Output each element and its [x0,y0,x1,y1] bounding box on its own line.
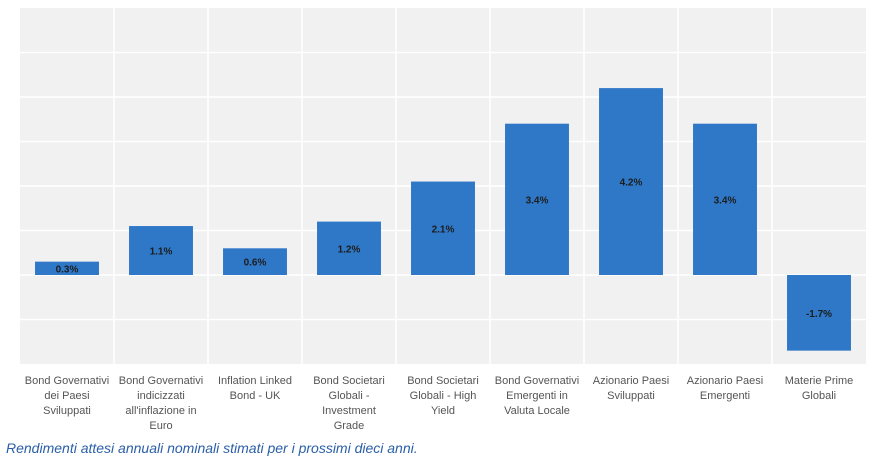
bar [505,123,569,275]
bar [129,226,193,275]
category-label: Inflation Linked Bond - UK [218,375,292,402]
category-label: Azionario Paesi Sviluppati [593,375,669,402]
category-label-line: Azionario Paesi [687,375,763,387]
bar-data-label: 2.1% [432,224,455,235]
category-label-line: Valuta Locale [504,405,570,417]
bar [223,248,287,275]
category-label-line: Emergenti in [506,390,568,402]
bar-data-label: 4.2% [620,178,643,189]
category-label-line: Yield [431,405,455,417]
category-label-line: all'inflazione in [125,405,196,417]
bar-data-label: 0.3% [56,264,79,275]
category-label: Azionario Paesi Emergenti [687,375,763,402]
category-label-line: Grade [334,420,365,432]
category-label-line: Globali - [329,390,370,402]
category-label-line: Globali - High [410,390,477,402]
bar-data-label: -1.7% [806,309,832,320]
bar-data-label: 3.4% [526,195,549,206]
category-label: Bond Governativi Emergenti in Valuta Local… [495,375,579,417]
category-label-line: Sviluppati [607,390,655,402]
category-label: Materie Prime Globali [785,375,853,402]
bar [35,261,99,275]
category-label-line: Inflation Linked [218,375,292,387]
category-label-line: dei Paesi [44,390,89,402]
bar [599,88,663,275]
category-label: Bond Governativi indicizzati all'inflazion… [119,375,203,432]
category-label-line: Emergenti [700,390,750,402]
category-label-line: Bond Governativi [25,375,109,387]
category-labels: Bond Governativi dei Paesi SviluppatiBond … [25,375,853,432]
bar [787,275,851,351]
category-label-line: Globali [802,390,836,402]
bar-data-label: 1.1% [150,247,173,258]
bar [411,181,475,275]
bar-data-label: 1.2% [338,244,361,255]
category-label-line: Investment [322,405,376,417]
category-label-line: Azionario Paesi [593,375,669,387]
bars: 0.3% 1.1% 0.6% 1.2% 2.1% 3.4% 4.2% 3.4% -1.7% [35,88,851,351]
category-label: Bond Societari Globali - High Yield [407,375,479,417]
bar-data-label: 3.4% [714,195,737,206]
bar [317,221,381,275]
bar [693,123,757,275]
category-label-line: Euro [149,420,172,432]
category-label-line: Bond Governativi [495,375,579,387]
category-label-line: Bond - UK [230,390,281,402]
bar-chart: 0.3% 1.1% 0.6% 1.2% 2.1% 3.4% 4.2% 3.4% -1.7% Bo… [20,8,866,432]
category-label-line: Bond Societari [313,375,385,387]
category-label-line: indicizzati [137,390,185,402]
category-label-line: Sviluppati [43,405,91,417]
category-label: Bond Governativi dei Paesi Sviluppati [25,375,109,417]
category-label: Bond Societari Globali - Investment Grade [313,375,385,432]
chart-caption: Rendimenti attesi annuali nominali stima… [6,440,418,456]
bar-data-label: 0.6% [244,258,267,269]
category-label-line: Bond Governativi [119,375,203,387]
category-label-line: Bond Societari [407,375,479,387]
category-label-line: Materie Prime [785,375,853,387]
